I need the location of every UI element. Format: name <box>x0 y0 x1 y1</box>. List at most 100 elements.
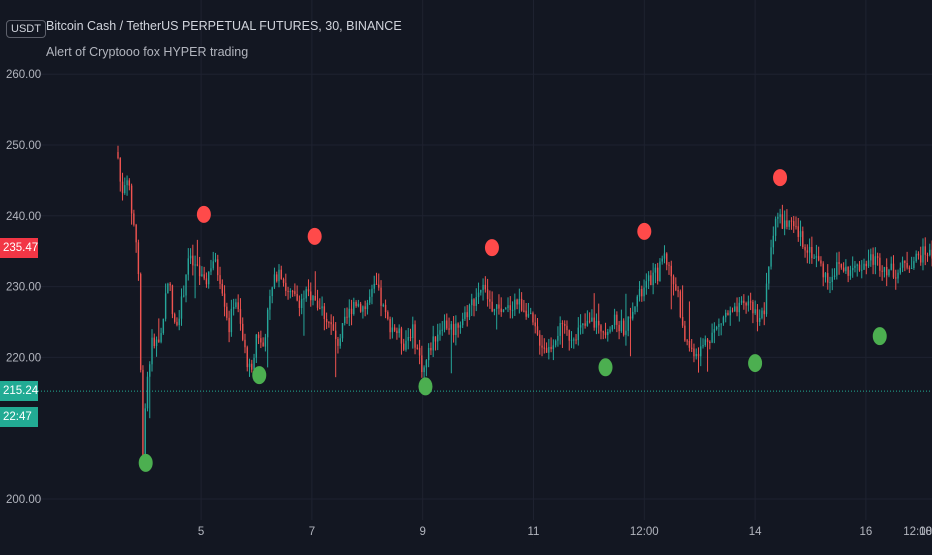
candle-body-186 <box>539 334 541 346</box>
y-tick-label-1: 250.00 <box>6 140 41 152</box>
candle-body-212 <box>598 320 600 326</box>
candle-body-20 <box>162 318 165 334</box>
candle-body-257 <box>700 346 702 357</box>
candle-body-173 <box>509 305 511 311</box>
candle-body-304 <box>806 250 809 253</box>
candle-body-93 <box>328 322 330 324</box>
candle-body-181 <box>527 313 530 317</box>
candle-body-157 <box>473 299 475 306</box>
candle-body-54 <box>239 309 242 324</box>
candle-body-172 <box>507 305 509 309</box>
candle-body-216 <box>607 331 609 336</box>
candle-body-22 <box>167 283 169 294</box>
candle-body-43 <box>214 259 217 262</box>
candle-body-88 <box>316 300 319 308</box>
candle-body-224 <box>625 330 627 335</box>
candle-body-277 <box>745 302 747 306</box>
candle-body-235 <box>650 275 652 286</box>
candle-body-295 <box>786 220 788 227</box>
candle-body-153 <box>464 312 466 319</box>
candle-body-272 <box>734 306 736 312</box>
candle-body-234 <box>647 275 650 282</box>
line-price-tag: 215.24 <box>0 381 38 402</box>
candle-body-306 <box>811 247 813 259</box>
candle-body-241 <box>663 253 666 259</box>
candle-body-253 <box>690 347 693 349</box>
candle-body-69 <box>273 274 276 288</box>
candle-body-165 <box>491 301 493 312</box>
candle-body-1 <box>119 158 121 182</box>
candle-body-112 <box>371 288 373 297</box>
candle-body-254 <box>693 348 695 357</box>
candle-body-326 <box>856 264 858 266</box>
candle-body-237 <box>654 267 657 273</box>
sell-signal-marker-3 <box>637 222 652 240</box>
candle-body-15 <box>151 337 153 365</box>
candle-body-21 <box>164 293 167 319</box>
candle-body-0 <box>117 152 119 159</box>
candle-body-348 <box>906 262 908 268</box>
candle-body-278 <box>747 301 750 306</box>
candle-body-291 <box>777 216 779 219</box>
candle-body-143 <box>441 329 443 331</box>
candle-body-106 <box>357 303 360 307</box>
candle-body-46 <box>221 283 224 294</box>
candle-body-9 <box>137 242 140 275</box>
y-axis[interactable]: 260.00 250.00 240.00 230.00 220.00 200.00 <box>6 69 41 506</box>
chart-title[interactable]: Bitcoin Cash / TetherUS PERPETUAL FUTURE… <box>46 19 402 33</box>
candle-body-26 <box>176 321 178 326</box>
candle-body-349 <box>908 267 911 269</box>
candle-body-64 <box>262 342 264 347</box>
candle-body-273 <box>736 306 738 313</box>
candle-body-261 <box>709 342 711 344</box>
candle-body-41 <box>210 268 212 272</box>
candle-body-27 <box>178 318 180 326</box>
candle-body-293 <box>781 214 784 229</box>
candle-body-345 <box>899 267 901 273</box>
candle-body-215 <box>604 332 607 336</box>
candle-body-324 <box>851 267 854 271</box>
candle-body-70 <box>276 274 278 282</box>
candle-body-248 <box>679 291 682 317</box>
candle-body-34 <box>194 264 196 266</box>
candle-body-132 <box>416 347 419 349</box>
candle-body-353 <box>917 253 920 256</box>
candle-body-55 <box>242 323 244 340</box>
candle-body-230 <box>638 289 641 297</box>
candle-body-223 <box>622 320 625 335</box>
candle-body-252 <box>688 340 691 348</box>
candle-body-263 <box>713 329 716 333</box>
symbol-badge[interactable]: USDT <box>6 20 46 38</box>
candle-body-53 <box>237 302 239 310</box>
candle-body-228 <box>634 306 636 312</box>
candle-body-290 <box>774 218 777 236</box>
candle-body-66 <box>266 309 269 338</box>
candle-body-82 <box>303 298 305 300</box>
candle-body-276 <box>743 300 745 303</box>
candle-body-240 <box>661 258 663 262</box>
signal-markers <box>138 169 887 472</box>
candle-body-221 <box>618 324 620 332</box>
candle-body-103 <box>350 308 353 315</box>
candle-body-300 <box>797 226 799 237</box>
candle-body-154 <box>466 312 468 318</box>
candle-body-148 <box>452 324 455 335</box>
buy-signal-marker-2 <box>418 377 433 396</box>
candle-body-99 <box>341 323 344 339</box>
indicator-label[interactable]: Alert of Cryptooo fox HYPER trading <box>46 45 249 59</box>
candle-body-86 <box>312 295 314 301</box>
candle-body-28 <box>180 296 183 319</box>
candle-body-251 <box>686 340 688 342</box>
buy-signal-marker-1 <box>252 366 267 385</box>
candle-body-227 <box>632 311 634 319</box>
candle-body-72 <box>280 269 282 279</box>
candle-body-160 <box>480 289 482 293</box>
y-tick-label-0: 260.00 <box>6 69 41 81</box>
countdown-tag: 22:47 <box>0 407 38 428</box>
candle-body-284 <box>761 310 763 318</box>
candle-body-111 <box>368 296 371 303</box>
candle-body-83 <box>305 289 307 299</box>
